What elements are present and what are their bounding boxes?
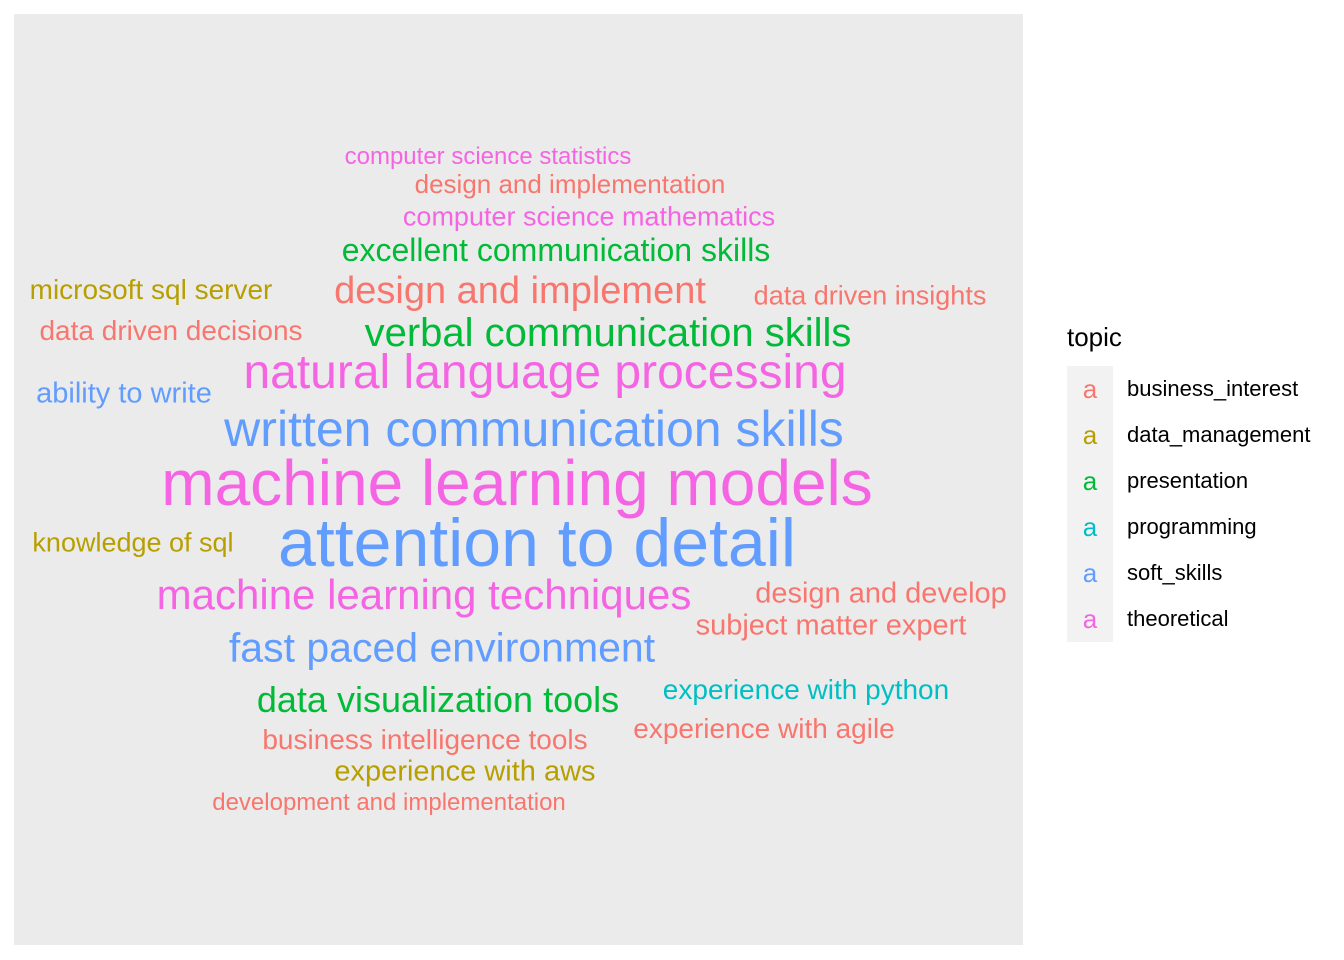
word-data-driven-insights: data driven insights: [753, 280, 987, 311]
word-machine-learning-techniques: machine learning techniques: [156, 571, 692, 618]
word-machine-learning-models: machine learning models: [161, 447, 873, 519]
word-development-and-implementation: development and implementation: [212, 789, 566, 816]
legend-key-glyph: a: [1082, 374, 1098, 404]
word-natural-language-processing: natural language processing: [243, 346, 847, 399]
word-attention-to-detail: attention to detail: [278, 505, 796, 581]
legend-label: soft_skills: [1127, 560, 1223, 585]
word-ability-to-write: ability to write: [36, 377, 212, 410]
word-experience-with-agile: experience with agile: [633, 713, 895, 744]
word-fast-paced-environment: fast paced environment: [228, 624, 656, 671]
legend-key-glyph: a: [1082, 558, 1098, 588]
word-excellent-communication-skills: excellent communication skills: [341, 232, 771, 268]
legend-title: topic: [1067, 322, 1122, 352]
legend-label: theoretical: [1127, 606, 1229, 631]
legend-item-data_management: a data_management: [1067, 412, 1337, 458]
legend-key-glyph: a: [1082, 512, 1098, 542]
word-business-intelligence-tools: business intelligence tools: [262, 724, 588, 755]
legend-label: business_interest: [1127, 376, 1299, 401]
legend-label: data_management: [1127, 422, 1311, 447]
word-experience-with-aws: experience with aws: [334, 755, 596, 788]
word-microsoft-sql-server: microsoft sql server: [29, 274, 273, 305]
legend-item-theoretical: a theoretical: [1067, 596, 1337, 642]
legend-key-glyph: a: [1082, 466, 1098, 496]
legend-item-soft_skills: a soft_skills: [1067, 550, 1337, 596]
word-design-and-implement: design and implement: [334, 270, 706, 312]
legend-item-programming: a programming: [1067, 504, 1337, 550]
word-data-driven-decisions: data driven decisions: [39, 315, 303, 346]
word-subject-matter-expert: subject matter expert: [695, 609, 967, 642]
word-design-and-implementation: design and implementation: [414, 169, 726, 199]
legend-item-business_interest: a business_interest: [1067, 366, 1337, 412]
word-data-visualization-tools: data visualization tools: [256, 679, 620, 720]
legend-label: presentation: [1127, 468, 1249, 493]
word-computer-science-mathematics: computer science mathematics: [402, 201, 776, 232]
word-verbal-communication-skills: verbal communication skills: [364, 311, 852, 355]
word-written-communication-skills: written communication skills: [224, 401, 844, 457]
plot-panel: [14, 14, 1023, 945]
word-knowledge-of-sql: knowledge of sql: [32, 527, 234, 558]
word-computer-science-statistics: computer science statistics: [344, 143, 632, 170]
legend-label: programming: [1127, 514, 1257, 539]
legend-item-presentation: a presentation: [1067, 458, 1337, 504]
word-experience-with-python: experience with python: [662, 674, 950, 705]
legend-keys-background: [1067, 366, 1113, 642]
legend-key-glyph: a: [1082, 420, 1098, 450]
word-design-and-develop: design and develop: [755, 577, 1007, 610]
legend-key-glyph: a: [1082, 604, 1098, 634]
